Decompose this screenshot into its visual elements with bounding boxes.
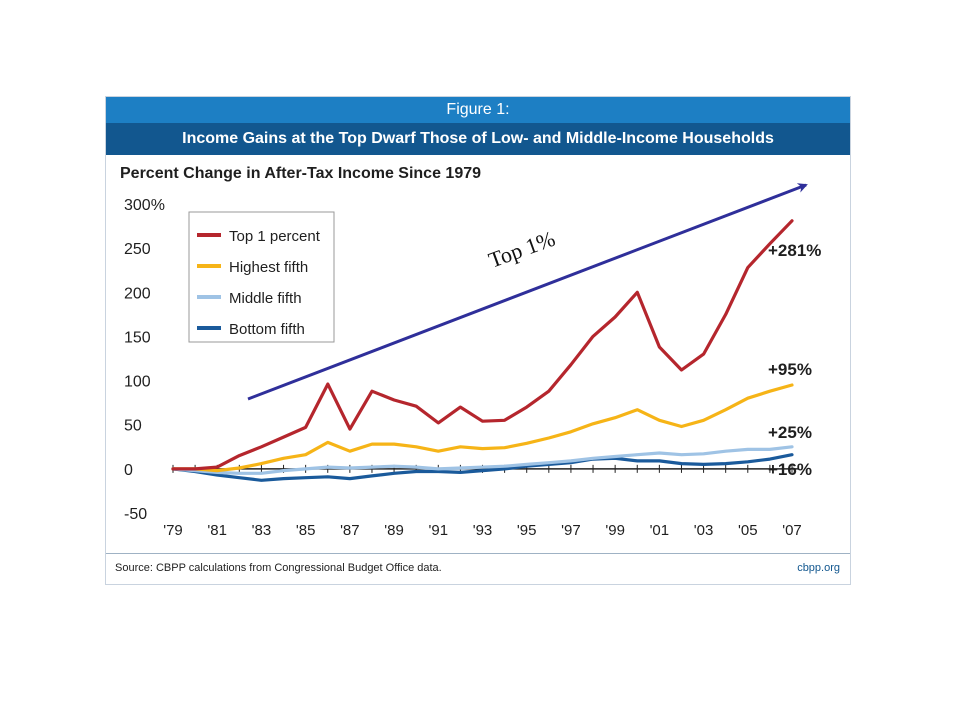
x-tick-label: '95: [517, 522, 537, 539]
end-label: +95%: [768, 360, 812, 379]
x-tick-label: '97: [561, 522, 581, 539]
series-line-top-1-percent: [171, 219, 794, 471]
x-tick-label: '85: [296, 522, 316, 539]
x-tick-label: '91: [429, 522, 449, 539]
legend-label: Bottom fifth: [229, 321, 305, 338]
end-label: +281%: [768, 241, 821, 260]
y-tick-label: -50: [124, 506, 147, 523]
annotation-label: Top 1%: [485, 226, 558, 273]
source-note: Source: CBPP calculations from Congressi…: [115, 562, 442, 574]
end-labels: +281% +95% +25% +16%: [768, 241, 821, 479]
chart-axes: 300% 250 200 150 100 50 0 -50 '79 '81 '83 '85 '87 '89…: [124, 197, 802, 539]
x-tick-label: '93: [473, 522, 493, 539]
y-tick-label: 300%: [124, 197, 165, 214]
x-tick-label: '89: [384, 522, 404, 539]
figure-panel: Figure 1: Income Gains at the Top Dwarf …: [105, 96, 851, 585]
end-label: +25%: [768, 423, 812, 442]
trend-arrow: [247, 183, 808, 401]
y-tick-label: 200: [124, 285, 151, 302]
legend: Top 1 percent Highest fifth Middle fifth Bo…: [188, 211, 335, 343]
series-layer: [171, 219, 794, 482]
end-label: +16%: [768, 460, 812, 479]
figure-footer: Source: CBPP calculations from Congressi…: [106, 553, 850, 584]
x-tick-label: '83: [252, 522, 272, 539]
legend-label: Top 1 percent: [229, 228, 321, 245]
series-line-middle-fifth: [171, 445, 794, 475]
figure-title: Income Gains at the Top Dwarf Those of L…: [106, 123, 850, 155]
x-tick-label: '01: [650, 522, 670, 539]
x-tick-label: '81: [207, 522, 227, 539]
x-tick-label: '03: [694, 522, 714, 539]
legend-label: Highest fifth: [229, 259, 308, 276]
y-tick-label: 100: [124, 374, 151, 391]
y-tick-label: 150: [124, 329, 151, 346]
site-credit: cbpp.org: [797, 562, 840, 574]
chart-title: Percent Change in After-Tax Income Since…: [120, 165, 482, 182]
y-tick-label: 50: [124, 418, 142, 435]
series-line-bottom-fifth: [171, 453, 794, 482]
series-line-highest-fifth: [171, 383, 794, 473]
x-tick-label: '07: [782, 522, 802, 539]
x-tick-label: '99: [605, 522, 625, 539]
legend-label: Middle fifth: [229, 290, 302, 307]
figure-label: Figure 1:: [106, 97, 850, 123]
x-tick-label: '87: [340, 522, 360, 539]
x-tick-label: '79: [163, 522, 183, 539]
y-tick-label: 0: [124, 462, 133, 479]
y-tick-label: 250: [124, 241, 151, 258]
x-tick-label: '05: [738, 522, 758, 539]
